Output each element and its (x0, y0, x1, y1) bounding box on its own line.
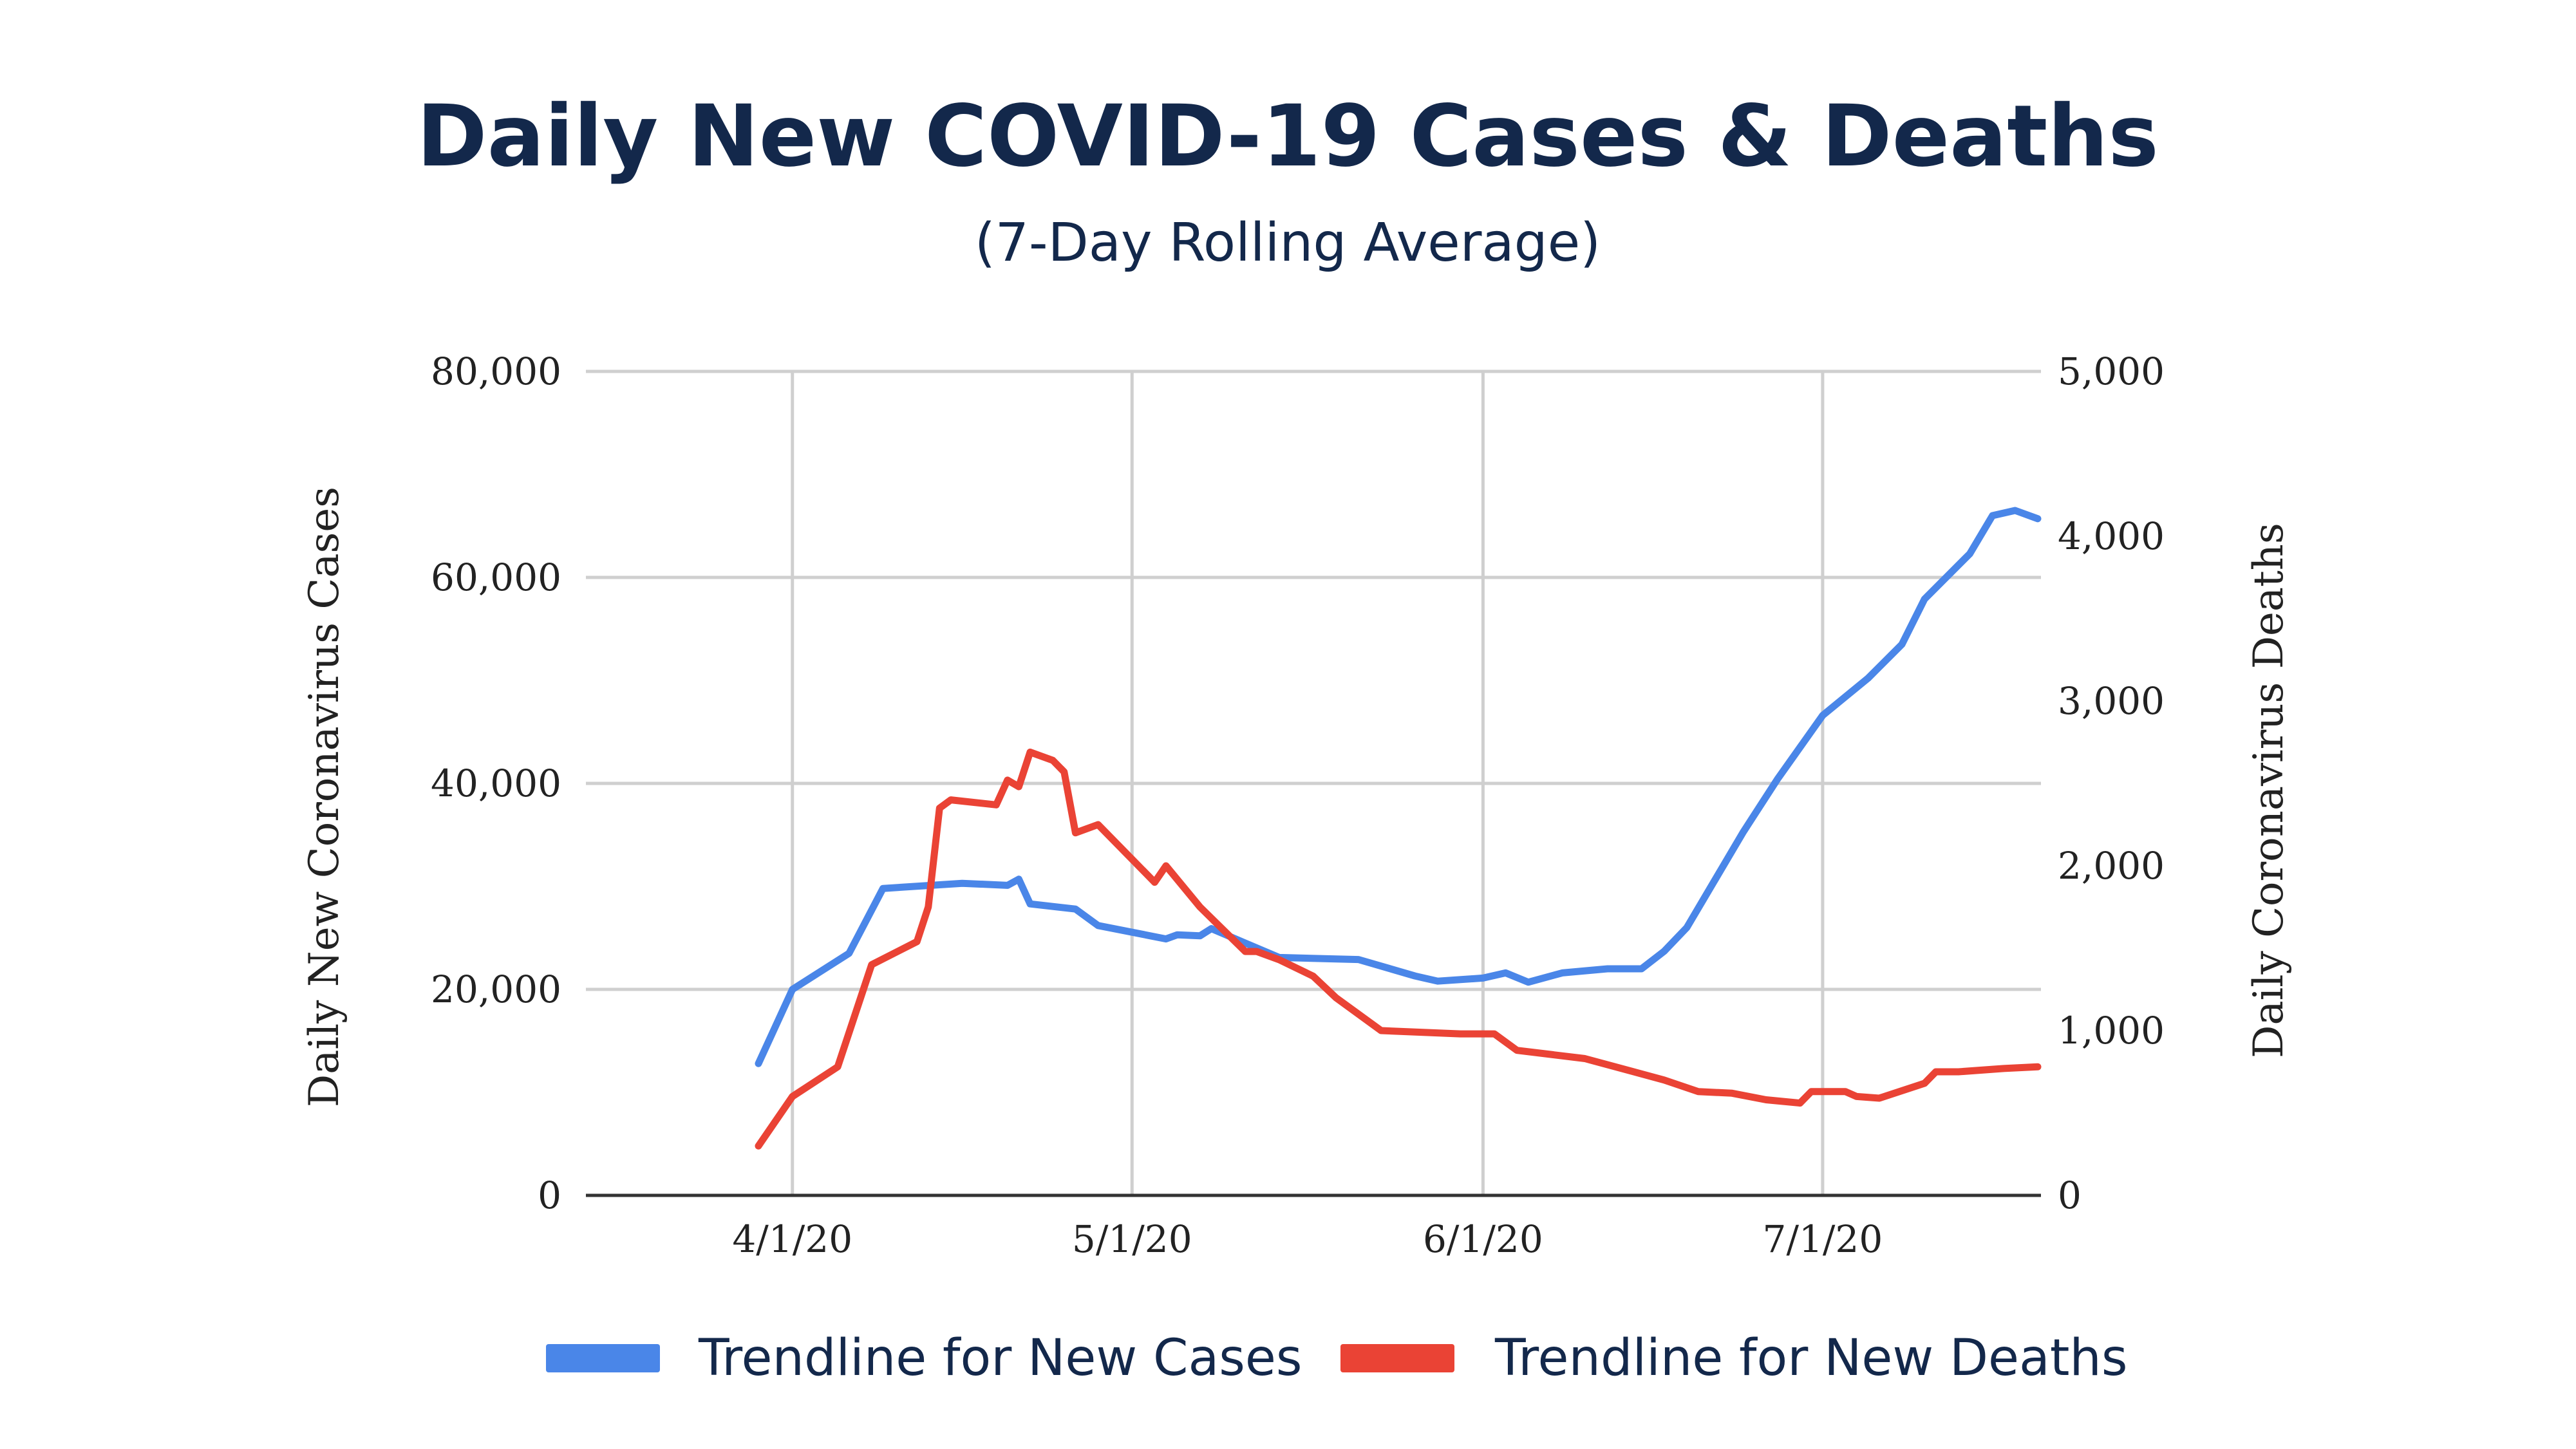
series-layer (758, 510, 2038, 1146)
right-tick-label: 2,000 (2058, 844, 2165, 888)
chart-title: Daily New COVID-19 Cases & Deaths (417, 87, 2159, 186)
chart-svg: Daily New COVID-19 Cases & Deaths (7-Day… (0, 0, 2576, 1449)
chart-subtitle: (7-Day Rolling Average) (975, 212, 1601, 274)
right-tick-label: 1,000 (2058, 1009, 2165, 1052)
left-tick-label: 80,000 (431, 350, 561, 393)
left-tick-label: 60,000 (431, 556, 561, 599)
legend-swatch-deaths (1340, 1344, 1454, 1372)
right-tick-label: 3,000 (2058, 679, 2165, 723)
left-tick-label: 0 (538, 1173, 561, 1217)
x-tick-label: 7/1/20 (1763, 1217, 1883, 1261)
right-axis-title: Daily Coronavirus Deaths (2245, 523, 2293, 1058)
legend: Trendline for New Cases Trendline for Ne… (546, 1329, 2128, 1387)
deaths-line (758, 752, 2038, 1146)
right-tick-label: 0 (2058, 1173, 2082, 1217)
legend-label-cases: Trendline for New Cases (698, 1329, 1302, 1387)
tick-layer: 0 20,000 40,000 60,000 80,000 0 1,000 2,000 3,00… (431, 350, 2165, 1261)
x-tick-label: 5/1/20 (1072, 1217, 1192, 1261)
left-tick-label: 40,000 (431, 762, 561, 805)
chart-root: Daily New COVID-19 Cases & Deaths (7-Day… (0, 0, 2576, 1449)
right-tick-label: 5,000 (2058, 350, 2165, 393)
left-axis-title: Daily New Coronavirus Cases (301, 487, 348, 1107)
x-tick-label: 6/1/20 (1423, 1217, 1543, 1261)
cases-line (758, 510, 2038, 1063)
legend-swatch-cases (546, 1344, 660, 1372)
x-tick-label: 4/1/20 (732, 1217, 852, 1261)
grid-layer (586, 371, 2041, 1195)
legend-label-deaths: Trendline for New Deaths (1494, 1329, 2128, 1387)
left-tick-label: 20,000 (431, 968, 561, 1011)
right-tick-label: 4,000 (2058, 514, 2165, 558)
